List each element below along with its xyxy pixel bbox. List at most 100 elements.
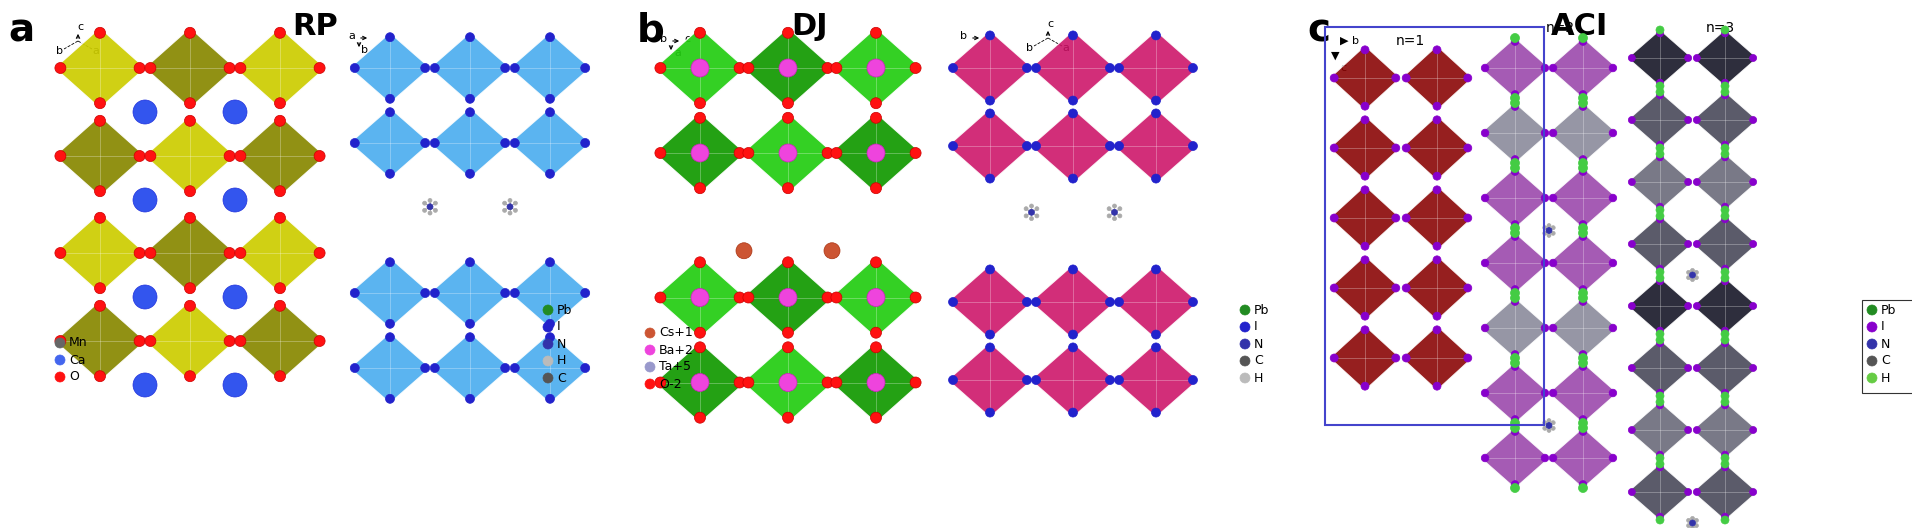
Circle shape — [1432, 312, 1442, 320]
Circle shape — [910, 292, 922, 303]
Circle shape — [224, 150, 235, 162]
Circle shape — [1656, 454, 1663, 462]
Polygon shape — [511, 33, 591, 103]
Circle shape — [1749, 117, 1757, 124]
Circle shape — [1432, 172, 1442, 180]
Circle shape — [1107, 206, 1111, 211]
Circle shape — [1547, 233, 1551, 238]
Circle shape — [235, 150, 247, 162]
Circle shape — [55, 372, 65, 382]
Circle shape — [430, 138, 440, 147]
Polygon shape — [430, 258, 511, 328]
Circle shape — [1023, 142, 1031, 150]
Circle shape — [1721, 392, 1728, 400]
Circle shape — [1551, 426, 1554, 430]
Polygon shape — [1692, 278, 1757, 334]
Circle shape — [1656, 392, 1663, 400]
Text: c: c — [684, 34, 690, 44]
Circle shape — [1610, 259, 1618, 267]
Circle shape — [224, 373, 247, 397]
Circle shape — [1361, 172, 1369, 180]
Polygon shape — [1401, 46, 1472, 110]
Text: I: I — [1881, 320, 1885, 334]
Circle shape — [1749, 178, 1757, 185]
Circle shape — [866, 373, 885, 391]
Circle shape — [1510, 233, 1518, 240]
Polygon shape — [511, 108, 591, 178]
Circle shape — [1721, 460, 1728, 468]
Circle shape — [1510, 351, 1518, 358]
Circle shape — [1866, 339, 1878, 349]
Circle shape — [1721, 150, 1728, 158]
Text: c: c — [1340, 63, 1346, 73]
Polygon shape — [832, 28, 922, 108]
Circle shape — [1151, 343, 1161, 352]
Polygon shape — [430, 33, 511, 103]
Circle shape — [1579, 99, 1587, 108]
Circle shape — [1721, 327, 1728, 334]
Circle shape — [1331, 74, 1338, 82]
Circle shape — [465, 33, 474, 42]
Circle shape — [1025, 214, 1029, 218]
Circle shape — [1549, 324, 1556, 332]
Circle shape — [1656, 336, 1663, 344]
Text: O: O — [69, 371, 78, 383]
Circle shape — [1361, 312, 1369, 320]
Circle shape — [134, 248, 145, 259]
Circle shape — [350, 63, 359, 72]
Circle shape — [224, 248, 235, 259]
Circle shape — [1547, 428, 1551, 432]
Polygon shape — [1692, 92, 1757, 148]
Circle shape — [1684, 240, 1692, 248]
Circle shape — [1105, 142, 1115, 150]
Circle shape — [1547, 223, 1551, 228]
Text: a: a — [1063, 43, 1069, 53]
Circle shape — [1034, 214, 1038, 218]
Circle shape — [55, 338, 65, 348]
Circle shape — [1069, 109, 1078, 118]
Circle shape — [870, 327, 881, 338]
Circle shape — [1541, 64, 1549, 72]
Polygon shape — [1482, 428, 1549, 488]
Text: H: H — [556, 354, 566, 367]
Circle shape — [1656, 268, 1663, 276]
Circle shape — [1032, 142, 1040, 150]
Circle shape — [1721, 340, 1728, 347]
Circle shape — [870, 98, 881, 109]
Circle shape — [870, 112, 881, 124]
Circle shape — [1686, 518, 1690, 522]
Circle shape — [1749, 240, 1757, 248]
Circle shape — [778, 59, 797, 77]
Polygon shape — [1627, 340, 1692, 396]
Circle shape — [1361, 102, 1369, 110]
Circle shape — [1579, 168, 1587, 175]
Circle shape — [1656, 389, 1663, 396]
Circle shape — [1465, 284, 1472, 292]
Circle shape — [1510, 164, 1520, 173]
Circle shape — [1543, 426, 1547, 430]
Circle shape — [1541, 389, 1549, 397]
Text: n=2: n=2 — [1545, 21, 1575, 35]
Polygon shape — [1627, 154, 1692, 210]
Circle shape — [1721, 454, 1728, 462]
Polygon shape — [744, 258, 834, 337]
Circle shape — [543, 339, 553, 349]
Circle shape — [386, 333, 394, 342]
Polygon shape — [1031, 343, 1115, 417]
Bar — [1325, 27, 1545, 425]
Text: b: b — [361, 45, 369, 55]
Circle shape — [1721, 30, 1728, 37]
Circle shape — [1151, 109, 1161, 118]
Circle shape — [1115, 297, 1124, 306]
Circle shape — [1331, 354, 1338, 362]
Circle shape — [744, 377, 753, 388]
Circle shape — [275, 371, 285, 382]
Polygon shape — [1627, 464, 1692, 520]
Circle shape — [184, 371, 195, 382]
Circle shape — [1629, 364, 1635, 372]
Circle shape — [736, 243, 751, 259]
Text: I: I — [556, 320, 560, 334]
Circle shape — [423, 201, 426, 205]
Text: N: N — [556, 337, 566, 351]
Circle shape — [1579, 38, 1587, 45]
